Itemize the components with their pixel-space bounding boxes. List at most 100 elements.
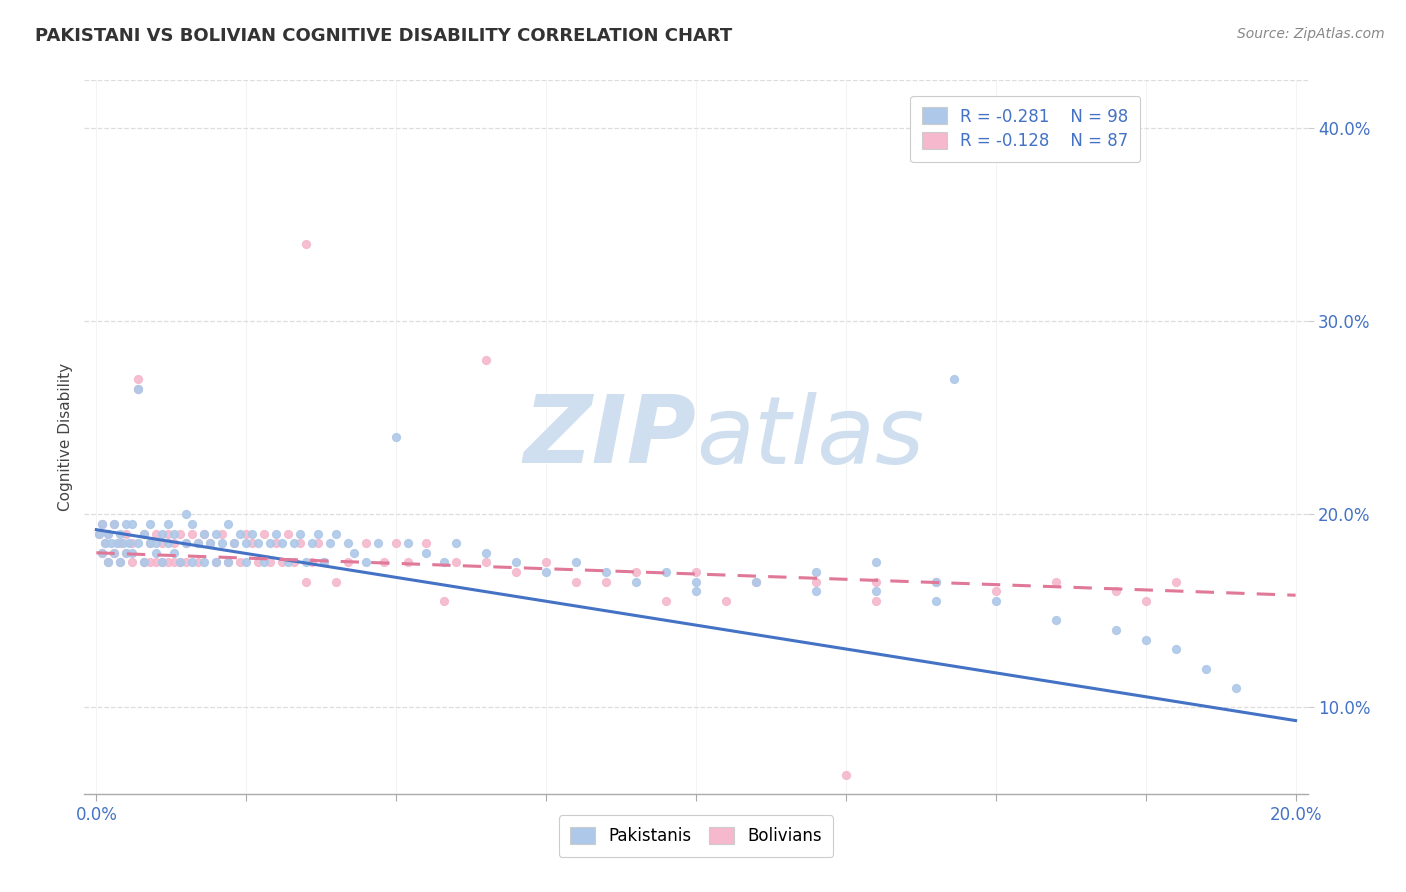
Point bbox=[277, 556, 299, 570]
Point bbox=[240, 526, 263, 541]
Point bbox=[211, 536, 233, 550]
Point bbox=[247, 536, 270, 550]
Point bbox=[205, 556, 228, 570]
Point bbox=[685, 584, 707, 599]
Point bbox=[169, 556, 191, 570]
Point bbox=[1164, 574, 1187, 589]
Point bbox=[187, 556, 209, 570]
Point bbox=[595, 574, 617, 589]
Point bbox=[174, 556, 197, 570]
Point bbox=[865, 556, 887, 570]
Point bbox=[804, 584, 827, 599]
Point bbox=[314, 556, 336, 570]
Point bbox=[224, 536, 246, 550]
Point bbox=[115, 516, 138, 531]
Point bbox=[925, 574, 948, 589]
Point bbox=[139, 516, 162, 531]
Point bbox=[259, 536, 281, 550]
Point bbox=[217, 556, 239, 570]
Point bbox=[134, 556, 156, 570]
Point bbox=[174, 536, 197, 550]
Point bbox=[373, 556, 395, 570]
Point bbox=[307, 536, 329, 550]
Point bbox=[925, 574, 948, 589]
Point bbox=[337, 556, 360, 570]
Point bbox=[97, 526, 120, 541]
Point bbox=[444, 556, 467, 570]
Point bbox=[314, 556, 336, 570]
Point bbox=[224, 536, 246, 550]
Point bbox=[325, 526, 347, 541]
Point bbox=[157, 516, 180, 531]
Point bbox=[89, 526, 111, 541]
Point bbox=[205, 556, 228, 570]
Point bbox=[433, 594, 456, 608]
Point bbox=[1105, 584, 1128, 599]
Point bbox=[1164, 642, 1187, 657]
Point bbox=[139, 536, 162, 550]
Point bbox=[444, 536, 467, 550]
Point bbox=[804, 565, 827, 579]
Point bbox=[565, 556, 588, 570]
Point bbox=[127, 382, 149, 396]
Point bbox=[505, 556, 527, 570]
Point bbox=[277, 526, 299, 541]
Point bbox=[127, 382, 149, 396]
Point bbox=[984, 594, 1007, 608]
Point bbox=[150, 526, 173, 541]
Point bbox=[235, 556, 257, 570]
Point bbox=[240, 536, 263, 550]
Point bbox=[655, 565, 678, 579]
Point bbox=[835, 767, 858, 781]
Text: PAKISTANI VS BOLIVIAN COGNITIVE DISABILITY CORRELATION CHART: PAKISTANI VS BOLIVIAN COGNITIVE DISABILI… bbox=[35, 27, 733, 45]
Point bbox=[217, 516, 239, 531]
Point bbox=[163, 536, 186, 550]
Point bbox=[475, 556, 498, 570]
Point bbox=[385, 430, 408, 444]
Point bbox=[343, 546, 366, 560]
Point bbox=[325, 574, 347, 589]
Point bbox=[139, 536, 162, 550]
Point bbox=[134, 556, 156, 570]
Point bbox=[134, 526, 156, 541]
Point bbox=[205, 526, 228, 541]
Point bbox=[624, 574, 647, 589]
Point bbox=[290, 536, 312, 550]
Point bbox=[91, 546, 114, 560]
Point bbox=[110, 556, 132, 570]
Point bbox=[163, 556, 186, 570]
Point bbox=[157, 556, 180, 570]
Point bbox=[229, 526, 252, 541]
Point bbox=[181, 556, 204, 570]
Point bbox=[685, 565, 707, 579]
Point bbox=[110, 536, 132, 550]
Point bbox=[354, 556, 377, 570]
Point bbox=[367, 536, 389, 550]
Point bbox=[259, 556, 281, 570]
Point bbox=[127, 372, 149, 386]
Point bbox=[475, 546, 498, 560]
Point bbox=[174, 507, 197, 521]
Point bbox=[865, 584, 887, 599]
Point bbox=[475, 353, 498, 368]
Point bbox=[655, 594, 678, 608]
Point bbox=[187, 536, 209, 550]
Point bbox=[110, 526, 132, 541]
Point bbox=[271, 536, 294, 550]
Point bbox=[253, 526, 276, 541]
Point bbox=[301, 536, 323, 550]
Point bbox=[1045, 574, 1067, 589]
Point bbox=[942, 372, 965, 386]
Point bbox=[89, 526, 111, 541]
Point bbox=[1225, 681, 1247, 695]
Point bbox=[118, 536, 141, 550]
Point bbox=[290, 526, 312, 541]
Point bbox=[157, 536, 180, 550]
Point bbox=[103, 516, 125, 531]
Point bbox=[295, 556, 318, 570]
Point bbox=[264, 526, 287, 541]
Point bbox=[97, 556, 120, 570]
Point bbox=[283, 556, 305, 570]
Point bbox=[94, 536, 117, 550]
Legend: Pakistanis, Bolivians: Pakistanis, Bolivians bbox=[558, 815, 834, 857]
